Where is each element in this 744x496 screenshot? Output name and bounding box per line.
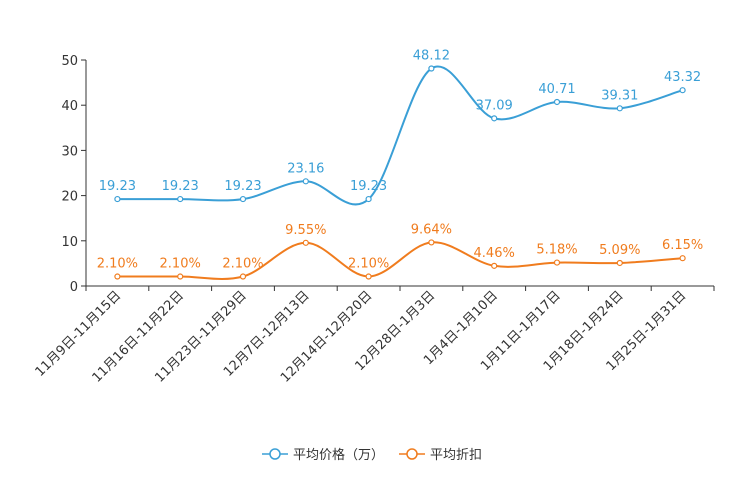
y-tick-label: 30 — [61, 144, 78, 159]
data-point[interactable] — [679, 255, 686, 262]
series-layer: 19.23 19.23 19.23 23.16 19.23 48.12 37.09 40.71… — [97, 48, 703, 280]
data-label: 19.23 — [350, 179, 387, 194]
series-average-discount: 2.10% 2.10% 2.10% 9.55% 2.10% 9.64% 4.46% 5.18%… — [97, 222, 703, 280]
data-label: 39.31 — [601, 88, 638, 103]
data-label: 19.23 — [99, 179, 136, 194]
data-point[interactable] — [553, 98, 561, 106]
data-label: 2.10% — [97, 257, 138, 272]
data-label: 43.32 — [664, 70, 701, 85]
legend-label: 平均价格（万） — [293, 447, 384, 463]
data-label: 48.12 — [413, 48, 450, 63]
data-point[interactable] — [679, 87, 686, 94]
data-label: 2.10% — [222, 257, 263, 272]
data-point[interactable] — [239, 273, 247, 280]
series-line — [117, 241, 683, 280]
data-point[interactable] — [177, 195, 184, 203]
series-line — [117, 65, 683, 206]
data-point[interactable] — [428, 239, 435, 246]
legend-item-average-price[interactable]: 平均价格（万） — [262, 447, 384, 463]
data-label: 37.09 — [476, 98, 513, 113]
y-tick-label: 20 — [61, 190, 78, 205]
legend-item-average-discount[interactable]: 平均折扣 — [399, 448, 482, 463]
data-label: 19.23 — [162, 179, 199, 194]
data-point[interactable] — [616, 259, 623, 267]
data-point[interactable] — [428, 65, 435, 72]
legend[interactable]: 平均价格（万） 平均折扣 — [262, 447, 482, 463]
data-label: 2.10% — [348, 257, 389, 272]
legend-marker-icon — [269, 448, 281, 460]
data-label: 2.10% — [160, 257, 201, 272]
data-point[interactable] — [553, 259, 561, 266]
data-point[interactable] — [302, 239, 309, 246]
data-label: 4.46% — [474, 246, 515, 261]
data-label: 23.16 — [287, 161, 324, 176]
legend-marker-icon — [406, 448, 418, 460]
data-label: 9.55% — [285, 223, 326, 238]
data-label: 5.09% — [599, 243, 640, 258]
data-point[interactable] — [114, 273, 121, 280]
data-point[interactable] — [177, 273, 184, 280]
data-point[interactable] — [114, 195, 121, 203]
data-label: 19.23 — [224, 179, 261, 194]
legend-label: 平均折扣 — [430, 448, 482, 463]
data-label: 5.18% — [536, 243, 577, 258]
data-label: 6.15% — [662, 238, 703, 253]
y-tick-label: 50 — [61, 54, 78, 69]
y-tick-label: 40 — [61, 99, 78, 114]
data-point[interactable] — [616, 105, 623, 112]
data-label: 40.71 — [538, 82, 575, 97]
data-point[interactable] — [365, 273, 372, 280]
data-point[interactable] — [491, 115, 498, 122]
data-label: 9.64% — [411, 222, 452, 237]
data-point[interactable] — [239, 195, 247, 203]
y-tick-label: 10 — [61, 235, 78, 250]
chart-axes: 0102030405011月9日-11月15日11月16日-11月22日11月2… — [33, 54, 715, 386]
series-average-price: 19.23 19.23 19.23 23.16 19.23 48.12 37.09 40.71… — [99, 48, 701, 206]
y-tick-label: 0 — [70, 280, 78, 295]
data-point[interactable] — [302, 178, 309, 185]
data-point[interactable] — [491, 262, 498, 269]
data-point[interactable] — [365, 195, 372, 203]
